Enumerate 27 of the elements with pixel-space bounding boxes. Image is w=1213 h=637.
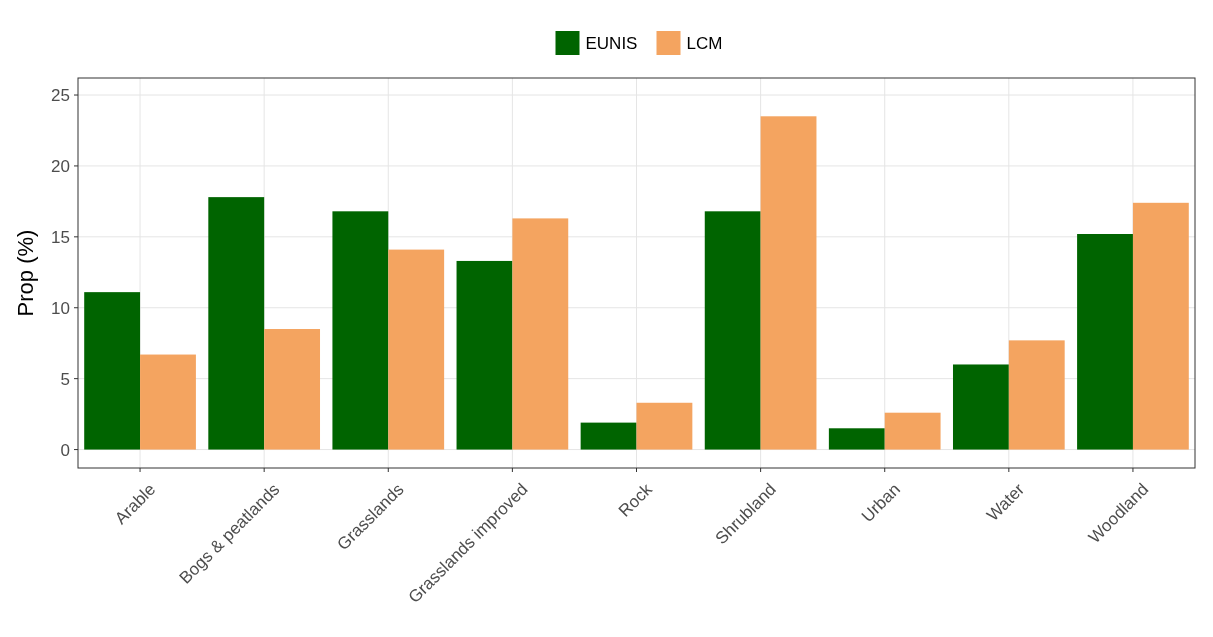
y-tick-label: 0 bbox=[60, 440, 70, 460]
bar bbox=[456, 260, 513, 450]
y-tick-label: 5 bbox=[60, 369, 70, 389]
bar bbox=[884, 412, 941, 450]
y-tick-label: 10 bbox=[51, 298, 70, 318]
y-axis-title: Prop (%) bbox=[13, 229, 38, 317]
bar bbox=[388, 249, 445, 450]
bar bbox=[264, 329, 321, 450]
bar bbox=[952, 364, 1009, 450]
bar bbox=[1132, 202, 1189, 450]
legend-label: LCM bbox=[686, 34, 723, 53]
bar bbox=[704, 211, 761, 450]
bar bbox=[332, 211, 389, 450]
bar bbox=[580, 422, 637, 450]
legend-label: EUNIS bbox=[585, 34, 638, 53]
y-tick-label: 20 bbox=[51, 156, 70, 176]
bar bbox=[84, 292, 141, 450]
bar bbox=[1008, 340, 1065, 450]
bar bbox=[512, 218, 569, 450]
y-tick-label: 25 bbox=[51, 85, 70, 105]
bar bbox=[760, 116, 817, 450]
y-tick-label: 15 bbox=[51, 227, 70, 247]
bar bbox=[208, 197, 265, 450]
bar bbox=[636, 402, 693, 450]
bar bbox=[828, 428, 885, 450]
bar bbox=[140, 354, 196, 450]
bar bbox=[1077, 234, 1133, 450]
